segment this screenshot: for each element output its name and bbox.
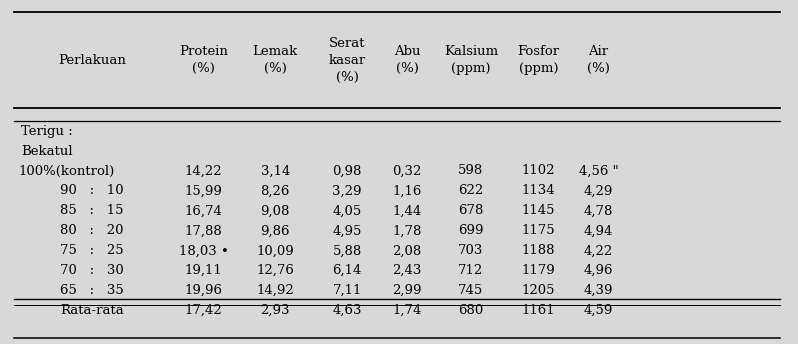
Text: 85   :   15: 85 : 15 [60,204,124,217]
Text: Terigu :: Terigu : [21,125,73,138]
Text: 678: 678 [458,204,484,217]
Text: 1145: 1145 [522,204,555,217]
Text: 712: 712 [458,264,484,277]
Text: 1102: 1102 [522,164,555,178]
Text: 4,95: 4,95 [333,224,361,237]
Text: Bekatul: Bekatul [21,144,73,158]
Text: 4,29: 4,29 [584,184,613,197]
Text: 12,76: 12,76 [256,264,294,277]
Text: 9,08: 9,08 [261,204,290,217]
Text: 0,98: 0,98 [333,164,361,178]
Text: 16,74: 16,74 [184,204,223,217]
Text: Rata-rata: Rata-rata [60,304,124,317]
Text: 80   :   20: 80 : 20 [60,224,124,237]
Text: 18,03 •: 18,03 • [179,244,228,257]
Text: Fosfor
(ppm): Fosfor (ppm) [518,45,559,75]
Text: 14,92: 14,92 [256,284,294,297]
Text: 19,96: 19,96 [184,284,223,297]
Text: 4,94: 4,94 [584,224,613,237]
Text: 65   :   35: 65 : 35 [60,284,124,297]
Text: 745: 745 [458,284,484,297]
Text: Perlakuan: Perlakuan [57,54,126,67]
Text: 9,86: 9,86 [261,224,290,237]
Text: 10,09: 10,09 [256,244,294,257]
Text: Lemak
(%): Lemak (%) [253,45,298,75]
Text: 1134: 1134 [522,184,555,197]
Text: Protein
(%): Protein (%) [179,45,228,75]
Text: 1,78: 1,78 [393,224,421,237]
Text: 1,74: 1,74 [393,304,421,317]
Text: 90   :   10: 90 : 10 [60,184,124,197]
Text: 17,42: 17,42 [184,304,223,317]
Text: 4,56 ": 4,56 " [579,164,618,178]
Text: 14,22: 14,22 [184,164,223,178]
Text: 4,05: 4,05 [333,204,361,217]
Text: 17,88: 17,88 [184,224,223,237]
Text: 1188: 1188 [522,244,555,257]
Text: 703: 703 [458,244,484,257]
Text: 1179: 1179 [522,264,555,277]
Text: 7,11: 7,11 [333,284,361,297]
Text: Abu
(%): Abu (%) [393,45,421,75]
Text: 4,96: 4,96 [584,264,613,277]
Text: 4,59: 4,59 [584,304,613,317]
Text: 2,43: 2,43 [393,264,421,277]
Text: 598: 598 [458,164,484,178]
Text: 3,29: 3,29 [333,184,361,197]
Text: 70   :   30: 70 : 30 [60,264,124,277]
Text: 2,08: 2,08 [393,244,421,257]
Text: 2,93: 2,93 [261,304,290,317]
Text: 3,14: 3,14 [261,164,290,178]
Text: 4,63: 4,63 [333,304,361,317]
Text: 75   :   25: 75 : 25 [60,244,124,257]
Text: 4,78: 4,78 [584,204,613,217]
Text: 1161: 1161 [522,304,555,317]
Text: 1,16: 1,16 [393,184,421,197]
Text: 6,14: 6,14 [333,264,361,277]
Text: 100%(kontrol): 100%(kontrol) [18,164,115,178]
Text: 699: 699 [458,224,484,237]
Text: 0,32: 0,32 [393,164,421,178]
Text: 5,88: 5,88 [333,244,361,257]
Text: 680: 680 [458,304,484,317]
Text: 19,11: 19,11 [184,264,223,277]
Text: 1205: 1205 [522,284,555,297]
Text: 1,44: 1,44 [393,204,421,217]
Text: Serat
kasar
(%): Serat kasar (%) [329,37,365,84]
Text: Kalsium
(ppm): Kalsium (ppm) [444,45,498,75]
Text: 8,26: 8,26 [261,184,290,197]
Text: Air
(%): Air (%) [587,45,610,75]
Text: 2,99: 2,99 [393,284,421,297]
Text: 15,99: 15,99 [184,184,223,197]
Text: 4,22: 4,22 [584,244,613,257]
Text: 622: 622 [458,184,484,197]
Text: 1175: 1175 [522,224,555,237]
Text: 4,39: 4,39 [584,284,613,297]
